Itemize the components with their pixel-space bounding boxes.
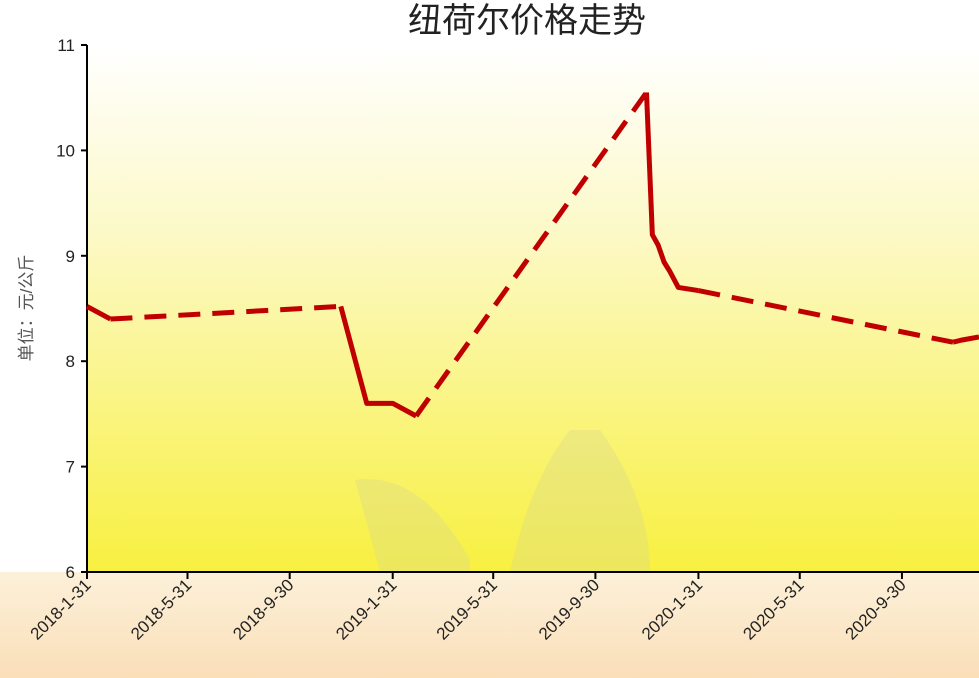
leaf-decoration [355, 479, 470, 572]
y-tick-label: 9 [66, 247, 75, 266]
line-segment [952, 334, 979, 345]
y-tick-label: 7 [66, 458, 75, 477]
y-tick-label: 10 [56, 141, 75, 160]
leaf-decoration [510, 430, 650, 572]
line-segment [85, 304, 112, 322]
chart-title: 纽荷尔价格走势 [408, 2, 646, 40]
plot-area [87, 45, 979, 572]
footer-background [0, 572, 979, 678]
y-axis-label: 单位：元/公斤 [17, 255, 36, 362]
line-gap-segment [110, 303, 341, 322]
y-tick-label: 6 [66, 563, 75, 582]
line-segment [338, 305, 418, 419]
y-tick-label: 11 [57, 36, 75, 55]
y-tick-label: 8 [66, 352, 75, 371]
line-segment [643, 92, 699, 294]
line-gap-segment [697, 288, 954, 345]
